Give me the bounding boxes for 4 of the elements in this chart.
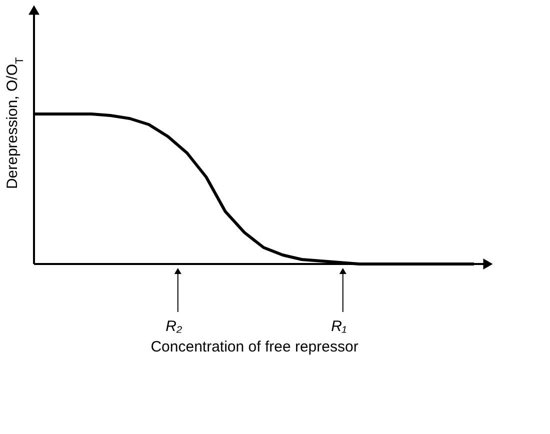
y-axis-title: Derepression, O/OT [4,57,26,190]
text: R₁ [331,318,347,335]
x-axis-title: Concentration of free repressor [150,338,358,356]
text: R₂ [166,318,182,335]
